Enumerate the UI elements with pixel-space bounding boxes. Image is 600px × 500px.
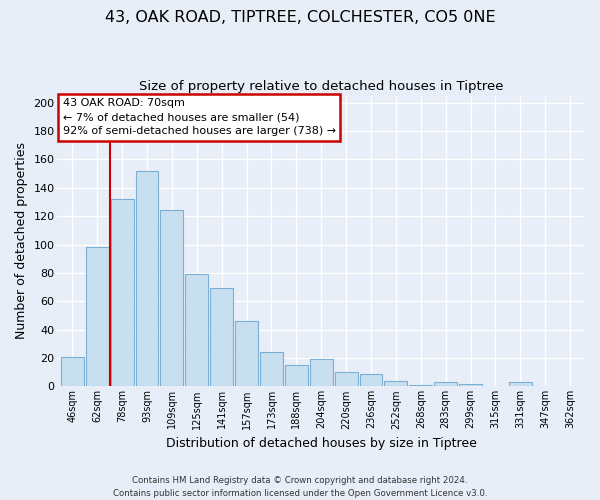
Bar: [136, 170, 158, 386]
Bar: [160, 210, 184, 386]
Bar: [235, 321, 258, 386]
Bar: [509, 382, 532, 386]
Text: 43, OAK ROAD, TIPTREE, COLCHESTER, CO5 0NE: 43, OAK ROAD, TIPTREE, COLCHESTER, CO5 0…: [104, 10, 496, 25]
Bar: [409, 385, 432, 386]
X-axis label: Distribution of detached houses by size in Tiptree: Distribution of detached houses by size …: [166, 437, 476, 450]
Bar: [111, 199, 134, 386]
Bar: [434, 382, 457, 386]
Title: Size of property relative to detached houses in Tiptree: Size of property relative to detached ho…: [139, 80, 503, 93]
Y-axis label: Number of detached properties: Number of detached properties: [15, 142, 28, 340]
Bar: [335, 372, 358, 386]
Bar: [61, 356, 84, 386]
Bar: [210, 288, 233, 386]
Bar: [260, 352, 283, 386]
Bar: [185, 274, 208, 386]
Bar: [86, 248, 109, 386]
Text: 43 OAK ROAD: 70sqm
← 7% of detached houses are smaller (54)
92% of semi-detached: 43 OAK ROAD: 70sqm ← 7% of detached hous…: [63, 98, 336, 136]
Bar: [459, 384, 482, 386]
Bar: [285, 365, 308, 386]
Text: Contains HM Land Registry data © Crown copyright and database right 2024.
Contai: Contains HM Land Registry data © Crown c…: [113, 476, 487, 498]
Bar: [310, 360, 332, 386]
Bar: [385, 380, 407, 386]
Bar: [359, 374, 382, 386]
